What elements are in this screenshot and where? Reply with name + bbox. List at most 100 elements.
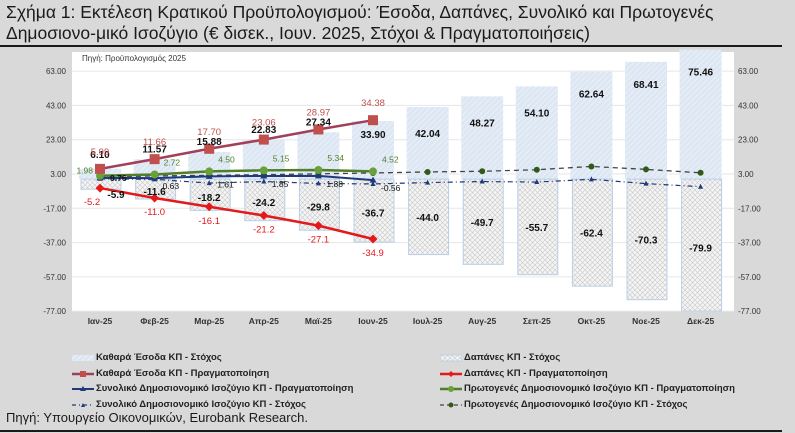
y-tick-left: 43.00 <box>46 101 67 110</box>
revenue-target-label: 6.10 <box>90 150 110 161</box>
revenue-target-label: 33.90 <box>360 130 385 141</box>
legend-label: Καθαρά Έσοδα ΚΠ - Στόχος <box>96 352 222 363</box>
x-tick: Μαρ-25 <box>194 316 224 326</box>
revenue-actual-label: 23.06 <box>252 118 276 129</box>
overall-target-line <box>99 178 701 188</box>
triangle-marker <box>369 176 377 183</box>
x-tick: Ιουλ-25 <box>413 316 443 326</box>
y-tick-right: -17.00 <box>738 204 761 213</box>
revenue-actual-line <box>99 118 374 171</box>
y-tick-right: 63.00 <box>738 67 759 76</box>
revenue-target-label: 75.46 <box>688 68 713 79</box>
x-tick: Δεκ-25 <box>687 316 714 326</box>
revenue-target-bar <box>406 107 449 180</box>
bars <box>79 49 723 312</box>
revenue-target-label: 68.41 <box>633 80 658 91</box>
triangle-marker-line-icon <box>72 386 94 391</box>
primary-actual-label: 5.15 <box>273 153 290 163</box>
expenditure-target-bar <box>298 178 340 231</box>
expenditure-actual-label: -5.2 <box>84 197 100 208</box>
overall-actual-label: -0.56 <box>381 183 401 193</box>
circle-marker <box>424 168 431 175</box>
title-divider <box>0 45 782 47</box>
primary-actual-label: 4.52 <box>382 154 399 164</box>
square-marker <box>204 143 215 154</box>
triangle-marker <box>206 180 212 186</box>
revenue-actual-label: 5.99 <box>91 147 110 158</box>
square-marker <box>368 115 378 126</box>
y-tick-left: -77.00 <box>43 307 66 316</box>
y-tick-left: -57.00 <box>43 273 66 282</box>
x-tick: Ιαν-25 <box>88 316 113 326</box>
lines <box>95 115 704 244</box>
y-tick-left: 3.00 <box>50 170 66 179</box>
legend-label: Δαπάνες ΚΠ - Πραγματοποίηση <box>464 367 608 379</box>
triangle-marker <box>479 178 485 184</box>
overall-actual-label: 1.88 <box>326 179 343 189</box>
expenditure-actual-label: -21.2 <box>253 225 275 236</box>
expenditure-target-label: -24.2 <box>252 198 275 209</box>
diamond-marker <box>313 221 323 231</box>
diamond-marker-line-icon <box>440 370 462 377</box>
revenue-target-label: 54.10 <box>524 108 549 119</box>
legend-item-expenditure-actual: Δαπάνες ΚΠ - Πραγματοποίηση <box>440 366 735 382</box>
circle-marker <box>369 167 377 176</box>
legend-label: Πρωτογενές Δημοσιονομικό Ισοζύγιο ΚΠ - Π… <box>464 383 735 394</box>
inner-source-note: Πηγή: Προϋπολογισμός 2025 <box>82 54 186 63</box>
expenditure-target-label: -36.7 <box>362 209 385 220</box>
revenue-target-label: 42.04 <box>415 129 440 140</box>
x-tick: Απρ-25 <box>249 316 279 326</box>
expenditure-target-label: -49.7 <box>471 218 494 229</box>
chart-title: Σχήμα 1: Εκτέλεση Κρατικού Προϋπολογισμο… <box>6 2 714 43</box>
expenditure-target-label: -55.7 <box>525 223 548 234</box>
dashed-circle-line-icon <box>440 402 462 407</box>
x-tick: Φεβ-25 <box>140 316 169 326</box>
diamond-marker <box>204 202 214 212</box>
legend-item-primary-target: Πρωτογενές Δημοσιονομικό Ισοζύγιο ΚΠ - Σ… <box>440 397 735 413</box>
revenue-actual-label: 11.66 <box>143 137 166 148</box>
expenditure-actual-label: -16.1 <box>198 216 220 227</box>
revenue-actual-label: 17.70 <box>197 127 221 138</box>
legend-item-overall-target: Συνολικό Δημοσιονομικό Ισοζύγιο ΚΠ - Στό… <box>72 397 353 413</box>
revenue-target-bar <box>679 49 722 180</box>
diamond-marker <box>259 211 269 221</box>
overall-actual-label: 1.85 <box>272 179 289 189</box>
triangle-marker <box>315 180 321 186</box>
triangle-marker <box>314 172 322 179</box>
overall-actual-label: 0.76 <box>110 173 127 183</box>
bar-swatch-icon <box>72 355 94 361</box>
legend-right: Δαπάνες ΚΠ - Στόχος Δαπάνες ΚΠ - Πραγματ… <box>440 350 735 412</box>
circle-marker-line-icon <box>440 386 462 392</box>
dashdot-triangle-line-icon <box>72 402 94 407</box>
diamond-marker <box>368 234 378 244</box>
overall-actual-line <box>99 174 374 182</box>
x-tick: Μαϊ-25 <box>305 316 332 326</box>
expenditure-target-label: -44.0 <box>416 213 439 224</box>
budget-chart: 6.10 11.57 15.88 22.83 27.34 33.90 42.04 48.27 5… <box>43 49 761 326</box>
expenditure-target-bar <box>353 178 395 243</box>
expenditure-target-bar <box>571 178 613 287</box>
axes: 63.00 63.00 43.00 43.00 23.00 23.00 3.00 3.00 -1… <box>43 67 761 326</box>
y-tick-right: 43.00 <box>738 101 759 110</box>
y-tick-right: 3.00 <box>738 170 754 179</box>
legend-item-revenue-actual: Καθαρά Έσοδα ΚΠ - Πραγματοποίηση <box>72 366 353 382</box>
triangle-marker <box>205 172 213 179</box>
expenditure-target-label: -29.8 <box>307 203 330 214</box>
primary-actual-label: 5.34 <box>327 153 344 163</box>
x-tick: Οκτ-25 <box>578 316 606 326</box>
circle-marker <box>314 165 323 174</box>
triangle-marker <box>261 178 267 184</box>
legend-label: Καθαρά Έσοδα ΚΠ - Πραγματοποίηση <box>96 367 270 379</box>
expenditure-actual-label: -11.0 <box>144 207 165 218</box>
y-tick-left: -17.00 <box>43 204 66 213</box>
revenue-target-label: 15.88 <box>197 137 222 148</box>
revenue-target-label: 62.64 <box>579 90 604 101</box>
footer-source: Πηγή: Υπουργείο Οικονομικών, Eurobank Re… <box>6 410 308 425</box>
revenue-target-label: 48.27 <box>470 118 495 129</box>
expenditure-target-bar <box>462 178 504 265</box>
triangle-marker <box>588 176 594 182</box>
expenditure-target-label: -62.4 <box>580 229 603 240</box>
triangle-marker <box>425 179 431 185</box>
legend-label: Συνολικό Δημοσιονομικό Ισοζύγιο ΚΠ - Πρα… <box>96 383 354 394</box>
revenue-target-label: 22.83 <box>251 125 276 136</box>
